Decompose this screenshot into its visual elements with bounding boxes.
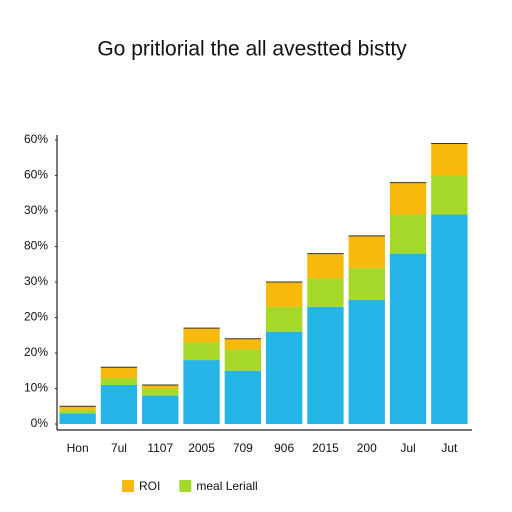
x-tick-label: Jut bbox=[441, 441, 458, 455]
bar-segment bbox=[389, 214, 427, 254]
y-tick-label: 10% bbox=[24, 381, 48, 395]
bar-segment bbox=[431, 214, 468, 424]
x-tick-label: 7ul bbox=[111, 441, 127, 455]
y-tick-label: 20% bbox=[24, 345, 48, 359]
bar-segment bbox=[142, 388, 179, 396]
x-tick-label: 906 bbox=[274, 441, 294, 455]
bar-segment bbox=[265, 282, 303, 307]
legend-label: meal Leriall bbox=[196, 479, 257, 493]
bar-segment bbox=[183, 342, 220, 361]
bar-segment bbox=[348, 267, 385, 300]
bar-segment bbox=[183, 328, 220, 343]
legend-swatch bbox=[122, 480, 134, 492]
y-tick-label: 0% bbox=[31, 416, 49, 430]
x-tick-label: Jul bbox=[400, 441, 415, 455]
bar-segment bbox=[183, 360, 220, 424]
x-tick-label: 709 bbox=[233, 441, 253, 455]
y-tick-label: 60% bbox=[24, 168, 48, 182]
x-tick-label: 1107 bbox=[147, 441, 173, 455]
y-tick-label: 80% bbox=[24, 239, 48, 253]
x-tick-label: 2005 bbox=[188, 441, 215, 455]
bar-segment bbox=[59, 406, 96, 410]
bar-segment bbox=[265, 306, 303, 332]
x-tick-label: Hon bbox=[67, 441, 89, 455]
chart-title: Go pritlorial the all avestted bistty bbox=[97, 38, 407, 61]
bar-segment bbox=[389, 253, 427, 424]
y-tick-label: 60% bbox=[24, 132, 48, 146]
bar-segment bbox=[265, 331, 303, 424]
bar-segment bbox=[389, 182, 427, 215]
bar-segment bbox=[307, 253, 344, 279]
bar-segment bbox=[100, 377, 138, 385]
bar-segment bbox=[100, 367, 138, 378]
bar-segment bbox=[307, 278, 344, 307]
legend-label: ROI bbox=[139, 479, 160, 493]
bar-segment bbox=[224, 349, 262, 371]
bar-segment bbox=[224, 338, 262, 350]
bar-segment bbox=[59, 409, 96, 414]
y-tick-label: 30% bbox=[24, 274, 48, 288]
bar-segment bbox=[348, 299, 385, 424]
bar-segment bbox=[100, 384, 138, 424]
legend-swatch bbox=[179, 480, 192, 492]
bar-segment bbox=[431, 175, 468, 215]
bar-segment bbox=[307, 306, 344, 424]
bar-segment bbox=[59, 413, 96, 424]
bar-segment bbox=[142, 384, 179, 389]
y-tick-label: 30% bbox=[24, 203, 48, 217]
bar-segment bbox=[224, 370, 262, 424]
x-tick-label: 200 bbox=[357, 441, 377, 455]
bar-segment bbox=[348, 235, 385, 268]
bar-segment bbox=[142, 395, 179, 424]
y-tick-label: 20% bbox=[24, 310, 48, 324]
bar-segment bbox=[431, 143, 468, 176]
x-tick-label: 2015 bbox=[312, 441, 339, 455]
